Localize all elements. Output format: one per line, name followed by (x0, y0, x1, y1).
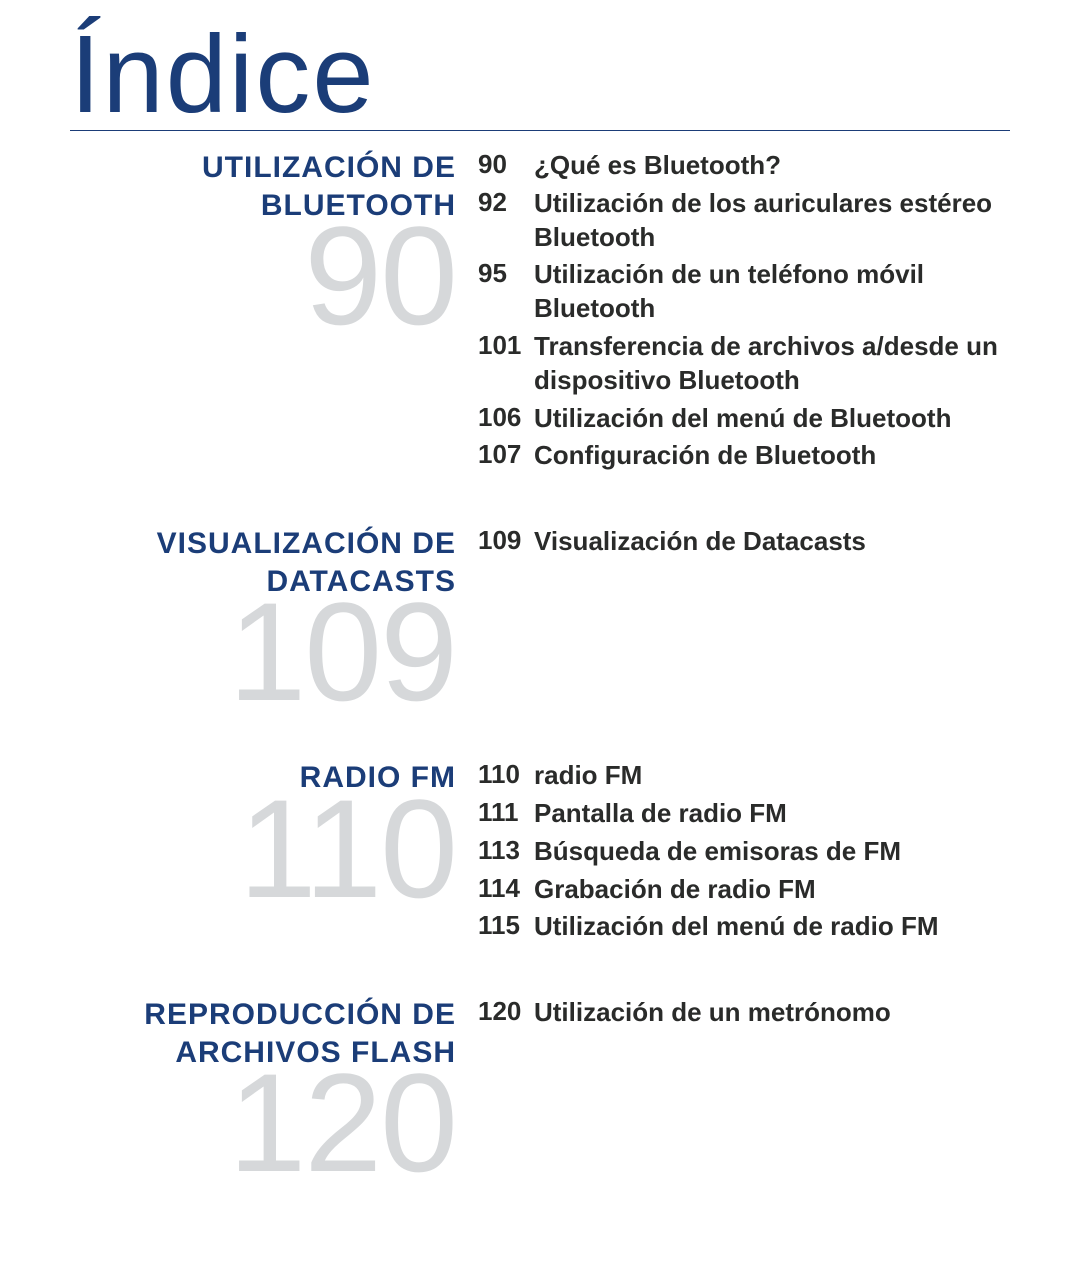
section-left: VISUALIZACIÓN DE DATACASTS109 (70, 525, 470, 711)
section-big-number: 90 (70, 216, 456, 335)
entry-label: Grabación de radio FM (534, 873, 816, 907)
entry-page: 101 (478, 330, 534, 361)
toc-section: UTILIZACIÓN DE BLUETOOTH9090¿Qué es Blue… (70, 149, 1010, 477)
entry-page: 106 (478, 402, 534, 433)
toc-entry: 114Grabación de radio FM (478, 873, 1010, 907)
sections-container: UTILIZACIÓN DE BLUETOOTH9090¿Qué es Blue… (70, 149, 1010, 1182)
section-big-number: 109 (70, 592, 456, 711)
entry-label: Utilización de un metrónomo (534, 996, 891, 1030)
section-heading: RADIO FM (70, 759, 456, 797)
entry-page: 90 (478, 149, 534, 180)
section-heading: UTILIZACIÓN DE BLUETOOTH (70, 149, 456, 224)
section-entries: 110radio FM111Pantalla de radio FM113Bús… (470, 759, 1010, 948)
entry-page: 107 (478, 439, 534, 470)
toc-entry: 92Utilización de los auriculares estéreo… (478, 187, 1010, 255)
section-big-number: 120 (70, 1063, 456, 1182)
entry-page: 113 (478, 835, 534, 866)
entry-page: 111 (478, 797, 534, 828)
toc-entry: 115Utilización del menú de radio FM (478, 910, 1010, 944)
entry-label: Utilización de un teléfono móvil Bluetoo… (534, 258, 1010, 326)
entry-page: 92 (478, 187, 534, 218)
entry-page: 114 (478, 873, 534, 904)
toc-entry: 107Configuración de Bluetooth (478, 439, 1010, 473)
toc-section: REPRODUCCIÓN DE ARCHIVOS FLASH120120Util… (70, 996, 1010, 1182)
entry-label: Utilización del menú de Bluetooth (534, 402, 951, 436)
toc-entry: 95Utilización de un teléfono móvil Bluet… (478, 258, 1010, 326)
entry-label: ¿Qué es Bluetooth? (534, 149, 781, 183)
entry-label: Búsqueda de emisoras de FM (534, 835, 901, 869)
toc-entry: 111Pantalla de radio FM (478, 797, 1010, 831)
page-title: Índice (70, 20, 1010, 131)
section-entries: 109Visualización de Datacasts (470, 525, 1010, 563)
toc-section: RADIO FM110110radio FM111Pantalla de rad… (70, 759, 1010, 948)
section-left: UTILIZACIÓN DE BLUETOOTH90 (70, 149, 470, 335)
entry-page: 109 (478, 525, 534, 556)
section-entries: 90¿Qué es Bluetooth?92Utilización de los… (470, 149, 1010, 477)
toc-entry: 120Utilización de un metrónomo (478, 996, 1010, 1030)
entry-page: 115 (478, 910, 534, 941)
entry-label: Transferencia de archivos a/desde un dis… (534, 330, 1010, 398)
toc-entry: 106Utilización del menú de Bluetooth (478, 402, 1010, 436)
entry-label: Pantalla de radio FM (534, 797, 787, 831)
entry-label: Utilización del menú de radio FM (534, 910, 939, 944)
entry-label: Utilización de los auriculares estéreo B… (534, 187, 1010, 255)
toc-entry: 113Búsqueda de emisoras de FM (478, 835, 1010, 869)
entry-page: 120 (478, 996, 534, 1027)
toc-entry: 101Transferencia de archivos a/desde un … (478, 330, 1010, 398)
section-left: REPRODUCCIÓN DE ARCHIVOS FLASH120 (70, 996, 470, 1182)
section-big-number: 110 (70, 789, 456, 908)
entry-page: 95 (478, 258, 534, 289)
toc-entry: 109Visualización de Datacasts (478, 525, 1010, 559)
entry-label: Configuración de Bluetooth (534, 439, 876, 473)
toc-entry: 90¿Qué es Bluetooth? (478, 149, 1010, 183)
toc-entry: 110radio FM (478, 759, 1010, 793)
section-heading: REPRODUCCIÓN DE ARCHIVOS FLASH (70, 996, 456, 1071)
section-heading: VISUALIZACIÓN DE DATACASTS (70, 525, 456, 600)
entry-page: 110 (478, 759, 534, 790)
toc-section: VISUALIZACIÓN DE DATACASTS109109Visualiz… (70, 525, 1010, 711)
entry-label: Visualización de Datacasts (534, 525, 866, 559)
section-left: RADIO FM110 (70, 759, 470, 908)
section-entries: 120Utilización de un metrónomo (470, 996, 1010, 1034)
entry-label: radio FM (534, 759, 642, 793)
